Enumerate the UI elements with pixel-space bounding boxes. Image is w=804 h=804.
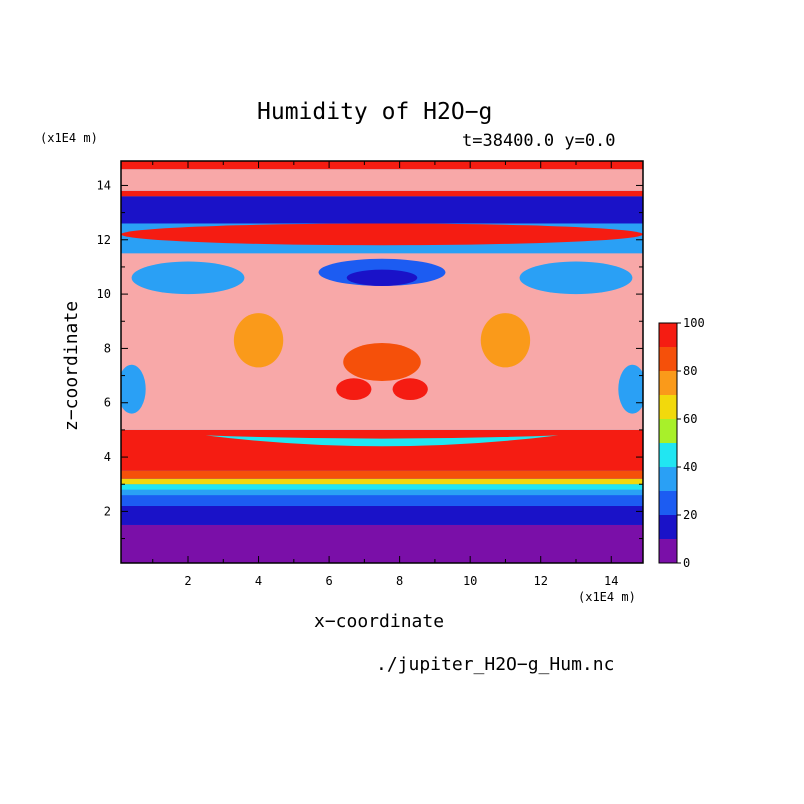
z-tick-label-3: 8 [104,341,111,355]
colorbar-swatch-8 [659,347,677,371]
contour-layer-3 [121,489,643,496]
x-axis-label: x−coordinate [314,611,445,632]
contour-feature-11 [336,378,372,401]
z-axis: 2 4 6 8 10 12 14 [97,178,643,540]
colorbar-swatch-6 [659,395,677,419]
contour-feature-7 [618,364,643,414]
contour-feature-3 [121,223,643,246]
contour-layer-11 [121,169,643,191]
x-tick-label-3: 8 [396,574,403,588]
x-tick-label-1: 4 [255,574,262,588]
contour-feature-8 [233,313,284,368]
z-tick-label-1: 4 [104,450,111,464]
colorbar-tick-label-0: 0 [683,556,690,570]
colorbar-swatch-7 [659,371,677,395]
colorbar-tick-label-1: 20 [683,508,697,522]
colorbar-swatch-3 [659,467,677,491]
colorbar-swatch-9 [659,323,677,347]
contour-feature-10 [343,342,421,382]
contour-feature-12 [392,378,428,401]
x-tick-label-5: 12 [533,574,547,588]
contour-layer-2 [121,495,643,506]
chart-title: Humidity of H2O−g [257,99,493,125]
source-file-label: ./jupiter_H2O−g_Hum.nc [376,654,615,675]
colorbar-swatch-4 [659,443,677,467]
contour-feature-2 [346,269,418,286]
colorbar-swatch-0 [659,539,677,563]
z-tick-label-5: 12 [97,233,111,247]
colorbar-swatch-1 [659,515,677,539]
contour-layer-7 [121,429,643,471]
colorbar-tick-label-2: 40 [683,460,697,474]
plot-frame [120,160,644,564]
z-axis-unit: (x1E4 m) [40,131,98,145]
contour-layer-6 [121,470,643,479]
colorbar-tick-label-4: 80 [683,364,697,378]
contour-feature-0 [205,435,559,447]
contour-layer-10 [121,190,643,197]
contour-feature-9 [480,313,531,368]
contour-layer-1 [121,505,643,525]
z-tick-label-4: 10 [97,287,111,301]
contour-layer-5 [121,478,643,485]
x-tick-label-4: 10 [463,574,477,588]
contour-layer-0 [121,524,643,563]
colorbar: 0 20 40 60 80 100 [658,316,705,570]
x-axis-unit: (x1E4 m) [578,590,636,604]
chart-subtitle: t=38400.0 y=0.0 [462,131,616,151]
z-tick-label-0: 2 [104,504,111,518]
x-tick-label-6: 14 [604,574,618,588]
x-axis: 2 4 6 8 10 12 14 [152,161,618,588]
x-tick-label-0: 2 [184,574,191,588]
colorbar-swatch-5 [659,419,677,443]
z-tick-label-6: 14 [97,178,111,192]
contour-layer-12 [121,161,643,170]
colorbar-swatch-2 [659,491,677,515]
x-tick-label-2: 6 [325,574,332,588]
contour-layer-4 [121,484,643,490]
colorbar-tick-label-3: 60 [683,412,697,426]
contour-feature-5 [519,261,633,295]
contour-layer-9 [121,196,643,224]
colorbar-tick-label-5: 100 [683,316,705,330]
colorbar-frame [658,322,678,564]
contour-feature-6 [121,364,146,414]
z-tick-label-2: 6 [104,396,111,410]
contour-field [121,161,643,563]
contour-feature-4 [131,261,245,295]
